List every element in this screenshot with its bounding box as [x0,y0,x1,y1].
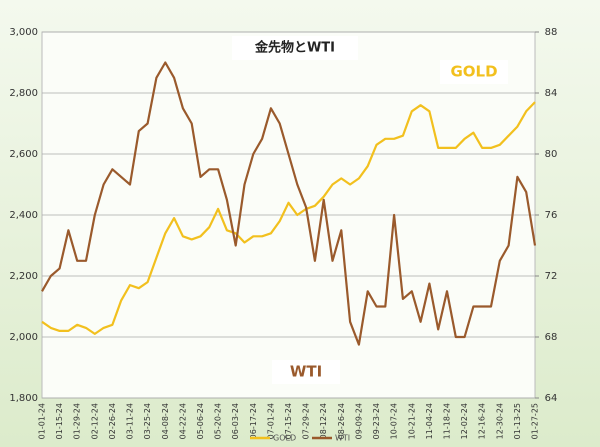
annotation-box [440,60,508,84]
y2-tick-label: 72 [545,271,558,282]
x-tick-label: 09-23-24 [372,403,381,439]
series-line [41,61,537,346]
chart-title: 金先物とWTI [254,40,335,56]
x-tick-label: 08-26-24 [337,403,346,439]
x-tick-label: 05-06-24 [196,403,205,439]
y-tick-label: 2,400 [9,210,38,221]
y-tick-label: 2,600 [9,149,38,160]
legend-label: WTI [335,434,350,443]
x-tick-label: 11-04-24 [425,403,434,439]
annotation-box [272,360,340,384]
y-tick-label: 2,000 [9,332,38,343]
x-tick-label: 12-16-24 [478,403,487,439]
x-tick-label: 01-27-25 [531,403,540,439]
x-tick-label: 02-26-24 [108,403,117,439]
y2-tick-label: 76 [545,210,558,221]
x-tick-label: 02-12-24 [90,403,99,439]
x-tick-label: 01-01-24 [38,403,47,439]
annotation: WTI [290,363,322,381]
x-tick-label: 12-30-24 [495,403,504,439]
x-tick-label: 01-13-25 [513,403,522,439]
y-tick-label: 3,000 [9,27,38,38]
x-tick-label: 12-02-24 [460,403,469,439]
y2-tick-label: 68 [545,332,558,343]
y2-tick-label: 64 [545,393,558,404]
legend-label: GOLD [273,434,296,443]
x-tick-label: 10-07-24 [390,403,399,439]
y2-tick-label: 84 [545,88,558,99]
x-tick-label: 09-09-24 [354,403,363,439]
x-tick-label: 04-22-24 [178,403,187,439]
x-tick-label: 07-15-24 [284,403,293,439]
x-tick-label: 03-25-24 [143,403,152,439]
series-line [41,101,536,335]
x-tick-label: 07-29-24 [302,403,311,439]
y-tick-label: 2,200 [9,271,38,282]
x-tick-label: 01-15-24 [55,403,64,439]
x-tick-label: 04-08-24 [161,403,170,439]
x-tick-label: 06-03-24 [231,403,240,439]
x-tick-label: 06-17-24 [249,403,258,439]
x-tick-label: 10-21-24 [407,403,416,439]
y2-tick-label: 80 [545,149,558,160]
x-tick-label: 01-29-24 [73,403,82,439]
y2-tick-label: 88 [545,27,558,38]
title-box [232,36,358,60]
y-tick-label: 1,800 [9,393,38,404]
annotation: GOLD [450,63,497,81]
x-tick-label: 08-12-24 [319,403,328,439]
x-tick-label: 03-11-24 [126,403,135,439]
x-tick-label: 05-20-24 [214,403,223,439]
x-tick-label: 11-18-24 [442,403,451,439]
x-tick-label: 07-01-24 [266,403,275,439]
y-tick-label: 2,800 [9,88,38,99]
